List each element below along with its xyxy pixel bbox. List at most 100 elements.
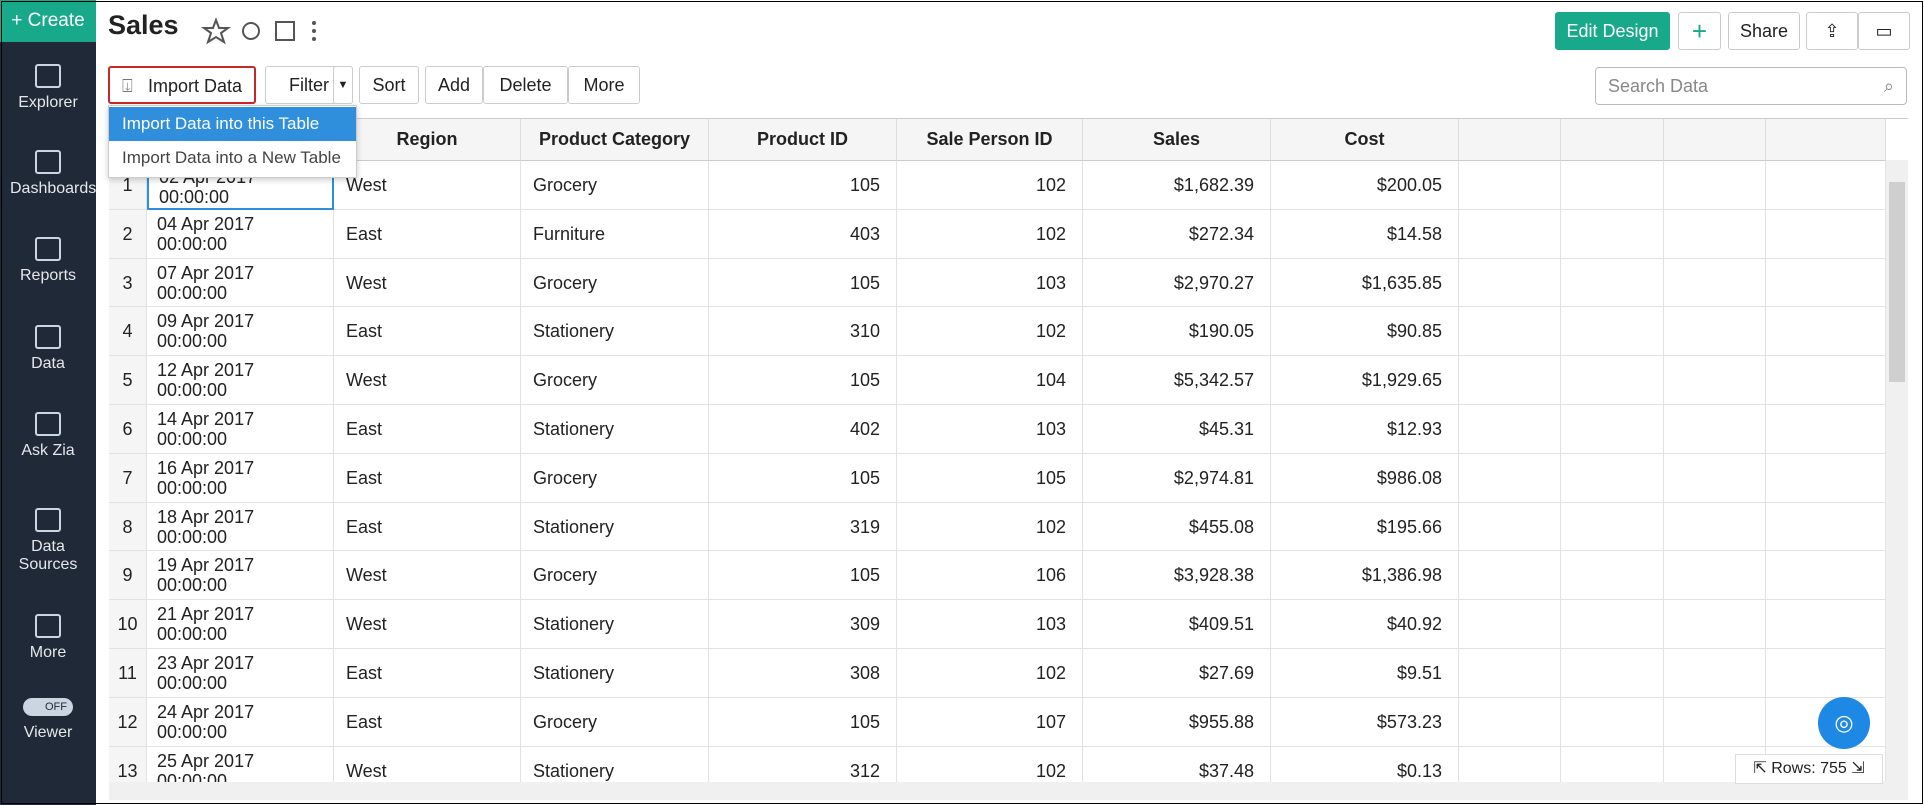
data-cell[interactable]: 102	[897, 209, 1083, 259]
data-cell[interactable]: Grocery	[521, 258, 709, 308]
data-cell[interactable]: Grocery	[521, 551, 709, 601]
data-cell[interactable]: Grocery	[521, 356, 709, 405]
date-cell[interactable]: 23 Apr 2017 00:00:00	[147, 649, 334, 698]
date-cell[interactable]: 21 Apr 2017 00:00:00	[147, 600, 334, 649]
toolbar-button[interactable]: Sort	[359, 66, 419, 104]
dropdown-item[interactable]: Import Data into this Table	[109, 107, 356, 141]
data-cell[interactable]: $455.08	[1083, 502, 1271, 552]
data-cell[interactable]: 105	[709, 356, 897, 405]
data-cell[interactable]: Stationery	[521, 746, 709, 782]
sidebar-item[interactable]: Data Sources	[0, 508, 96, 574]
data-cell[interactable]: Furniture	[521, 209, 709, 259]
data-cell[interactable]: West	[334, 600, 521, 649]
data-cell[interactable]: East	[334, 649, 521, 698]
column-header[interactable]: Region	[334, 119, 521, 161]
data-cell[interactable]: Stationery	[521, 307, 709, 357]
data-cell[interactable]: East	[334, 502, 521, 552]
data-cell[interactable]: $190.05	[1083, 307, 1271, 357]
data-cell[interactable]: $272.34	[1083, 209, 1271, 259]
data-cell[interactable]: 103	[897, 258, 1083, 308]
data-cell[interactable]: $2,970.27	[1083, 258, 1271, 308]
sidebar-item[interactable]: Dashboards	[0, 150, 96, 198]
data-cell[interactable]: 308	[709, 649, 897, 698]
data-cell[interactable]: $0.13	[1271, 746, 1459, 782]
data-cell[interactable]: 105	[709, 258, 897, 308]
column-header[interactable]: Sales	[1083, 119, 1271, 161]
data-cell[interactable]: 102	[897, 649, 1083, 698]
sidebar-item[interactable]: Explorer	[0, 64, 96, 112]
data-cell[interactable]: $200.05	[1271, 161, 1459, 210]
date-cell[interactable]: 04 Apr 2017 00:00:00	[147, 209, 334, 259]
data-cell[interactable]: 105	[709, 453, 897, 503]
filter-arrow[interactable]: ▼	[333, 66, 353, 104]
data-cell[interactable]: West	[334, 746, 521, 782]
data-cell[interactable]: 319	[709, 502, 897, 552]
create-button[interactable]: + Create	[0, 0, 96, 42]
data-cell[interactable]: 309	[709, 600, 897, 649]
column-header[interactable]: Sale Person ID	[897, 119, 1083, 161]
date-cell[interactable]: 18 Apr 2017 00:00:00	[147, 502, 334, 552]
data-cell[interactable]: 310	[709, 307, 897, 357]
date-cell[interactable]: 09 Apr 2017 00:00:00	[147, 307, 334, 357]
data-cell[interactable]: $37.48	[1083, 746, 1271, 782]
chat-button[interactable]: ◎	[1818, 697, 1870, 749]
data-cell[interactable]: Stationery	[521, 405, 709, 454]
data-cell[interactable]: $955.88	[1083, 697, 1271, 747]
data-cell[interactable]: East	[334, 405, 521, 454]
data-cell[interactable]: 102	[897, 502, 1083, 552]
data-cell[interactable]: East	[334, 697, 521, 747]
data-cell[interactable]: 102	[897, 307, 1083, 357]
data-cell[interactable]: 107	[897, 697, 1083, 747]
data-cell[interactable]: 102	[897, 746, 1083, 782]
data-cell[interactable]: $986.08	[1271, 453, 1459, 503]
date-cell[interactable]: 07 Apr 2017 00:00:00	[147, 258, 334, 308]
data-cell[interactable]: $90.85	[1271, 307, 1459, 357]
sidebar-item[interactable]: Reports	[0, 237, 96, 285]
data-cell[interactable]: 103	[897, 405, 1083, 454]
toolbar-button[interactable]: Import Data ⍗	[108, 66, 256, 104]
data-cell[interactable]: 402	[709, 405, 897, 454]
data-cell[interactable]: $9.51	[1271, 649, 1459, 698]
toolbar-button[interactable]: More	[568, 66, 640, 104]
data-cell[interactable]: West	[334, 258, 521, 308]
data-cell[interactable]: 105	[897, 453, 1083, 503]
data-cell[interactable]: 312	[709, 746, 897, 782]
horizontal-scrollbar[interactable]	[109, 782, 1908, 800]
edit-design-button[interactable]: Edit Design	[1555, 12, 1670, 50]
data-cell[interactable]: $1,635.85	[1271, 258, 1459, 308]
data-cell[interactable]: $1,929.65	[1271, 356, 1459, 405]
date-cell[interactable]: 14 Apr 2017 00:00:00	[147, 405, 334, 454]
data-cell[interactable]: West	[334, 551, 521, 601]
data-cell[interactable]: Stationery	[521, 649, 709, 698]
data-cell[interactable]: $14.58	[1271, 209, 1459, 259]
toolbar-button[interactable]: Delete	[483, 66, 568, 104]
date-cell[interactable]: 25 Apr 2017 00:00:00	[147, 746, 334, 782]
data-cell[interactable]: Grocery	[521, 161, 709, 210]
column-header[interactable]: Product ID	[709, 119, 897, 161]
data-cell[interactable]: $1,386.98	[1271, 551, 1459, 601]
data-cell[interactable]: Grocery	[521, 697, 709, 747]
toolbar-button[interactable]: Add	[425, 66, 483, 104]
data-cell[interactable]: $195.66	[1271, 502, 1459, 552]
sidebar-item[interactable]: Ask Zia	[0, 412, 96, 460]
vertical-scrollbar[interactable]	[1886, 160, 1908, 782]
data-cell[interactable]: $45.31	[1083, 405, 1271, 454]
data-cell[interactable]: 106	[897, 551, 1083, 601]
data-cell[interactable]: Grocery	[521, 453, 709, 503]
share-button[interactable]: Share	[1728, 12, 1800, 50]
data-cell[interactable]: 403	[709, 209, 897, 259]
column-header[interactable]: Product Category	[521, 119, 709, 161]
data-cell[interactable]: $27.69	[1083, 649, 1271, 698]
data-cell[interactable]: $409.51	[1083, 600, 1271, 649]
data-cell[interactable]: $12.93	[1271, 405, 1459, 454]
date-cell[interactable]: 19 Apr 2017 00:00:00	[147, 551, 334, 601]
date-cell[interactable]: 12 Apr 2017 00:00:00	[147, 356, 334, 405]
sidebar-item[interactable]: More	[0, 614, 96, 662]
data-cell[interactable]: 103	[897, 600, 1083, 649]
date-cell[interactable]: 16 Apr 2017 00:00:00	[147, 453, 334, 503]
data-cell[interactable]: $573.23	[1271, 697, 1459, 747]
comment-button[interactable]: ▭	[1858, 12, 1910, 50]
data-cell[interactable]: 102	[897, 161, 1083, 210]
sidebar-item[interactable]: OFF Viewer	[0, 698, 96, 742]
data-cell[interactable]: West	[334, 161, 521, 210]
